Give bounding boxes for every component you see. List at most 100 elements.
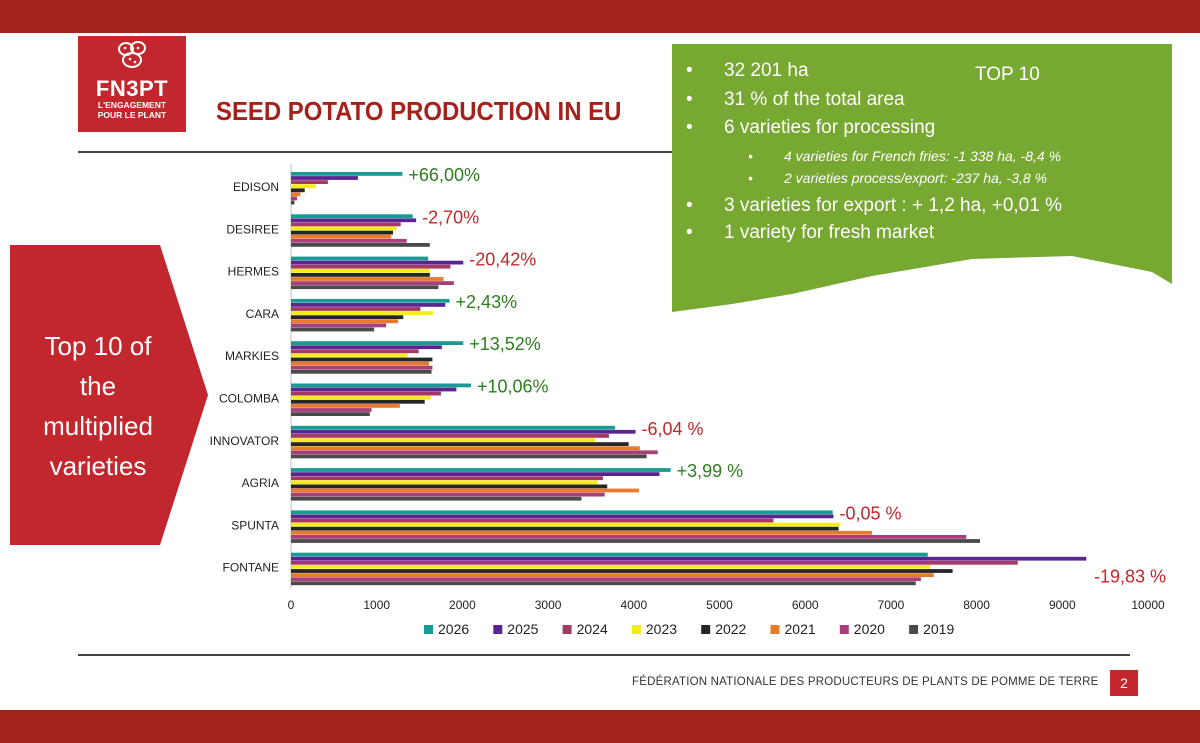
logo: FN3PT L'ENGAGEMENT POUR LE PLANT [78, 36, 186, 132]
bar [291, 450, 658, 455]
bar [291, 188, 305, 193]
bar [291, 369, 432, 374]
bar [291, 556, 1087, 561]
bar-chart: EDISON +66,00% DESIREE -2,70% HERMES -20,42% C… [210, 164, 1166, 637]
bar [291, 357, 433, 362]
bar [291, 285, 439, 290]
bar [291, 361, 429, 366]
bar [291, 425, 615, 430]
x-tick-label: 3000 [535, 598, 562, 612]
bar [291, 281, 454, 285]
bar [291, 476, 603, 481]
bar [291, 552, 928, 557]
legend-swatch [631, 625, 641, 634]
bar [291, 522, 841, 527]
bar [291, 238, 407, 243]
bar [291, 454, 647, 459]
side-arrow-label: Top 10 of the multiplied varieties [18, 326, 178, 486]
x-tick-label: 2000 [449, 598, 476, 612]
x-tick-label: 1000 [363, 598, 390, 612]
bar [291, 345, 442, 350]
info-line-text: 6 varieties for processing [724, 117, 936, 138]
bar [291, 349, 419, 354]
legend-swatch [839, 625, 849, 634]
info-line-text: 4 varieties for French fries: -1 338 ha,… [784, 148, 1062, 164]
category-label: MARKIES [225, 349, 279, 363]
bar [291, 577, 921, 582]
logo-tagline-line-1: L'ENGAGEMENT [97, 100, 167, 110]
change-annotation: -0,05 % [839, 503, 901, 523]
bar [291, 573, 934, 577]
bar [291, 434, 609, 438]
bar [291, 510, 833, 515]
legend-swatch [909, 625, 919, 634]
side-label-line-3: multiplied [43, 411, 153, 441]
category-label: DESIREE [226, 222, 279, 236]
bar [291, 184, 316, 189]
bar [291, 383, 471, 388]
legend-label: 2020 [854, 621, 885, 637]
bar [291, 264, 451, 269]
legend-label: 2021 [785, 621, 816, 637]
side-label-line-2: the [79, 371, 117, 401]
legend-swatch [701, 625, 711, 634]
bar [291, 492, 605, 497]
bar [291, 298, 450, 303]
x-tick-label: 4000 [620, 598, 647, 612]
bar [291, 387, 457, 392]
bar [291, 472, 660, 476]
bar [291, 273, 430, 277]
bullet-icon: • [686, 222, 693, 243]
x-tick-label: 9000 [1049, 598, 1076, 612]
category-label: COLOMBA [219, 392, 279, 406]
legend-swatch [562, 625, 572, 634]
bar [291, 438, 596, 442]
bar [291, 180, 328, 184]
bar [291, 514, 834, 519]
legend-label: 2025 [507, 621, 538, 637]
category-label: SPUNTA [231, 518, 279, 532]
header-divider [78, 151, 1130, 153]
legend-label: 2026 [438, 621, 469, 637]
bar [291, 569, 953, 573]
x-tick-label: 7000 [878, 598, 905, 612]
change-annotation: +66,00% [408, 165, 480, 185]
logo-tagline-line-2: POUR LE PLANT [97, 110, 167, 120]
category-label: INNOVATOR [210, 434, 280, 448]
bar [291, 496, 582, 501]
bar [291, 234, 392, 239]
bar [291, 315, 404, 320]
category-label: EDISON [233, 180, 279, 194]
bar [291, 243, 430, 247]
bar [291, 480, 598, 485]
change-annotation: -19,83 % [1094, 567, 1166, 587]
legend-label: 2023 [646, 621, 677, 637]
bar [291, 446, 640, 451]
bar [291, 192, 301, 197]
bar [291, 222, 401, 227]
legend-swatch [770, 625, 780, 634]
bullet-icon: • [686, 117, 693, 138]
bar [291, 307, 421, 311]
change-annotation: -20,42% [469, 250, 536, 270]
category-label: AGRIA [242, 476, 279, 490]
bar [291, 488, 639, 493]
bar [291, 303, 446, 307]
bar [291, 172, 403, 176]
change-annotation: -6,04 % [642, 419, 704, 439]
change-annotation: -2,70% [422, 207, 479, 227]
bar [291, 518, 774, 523]
bar [291, 391, 441, 396]
bar [291, 311, 434, 315]
bar [291, 176, 358, 180]
footer-divider [78, 654, 1130, 656]
category-label: HERMES [228, 265, 279, 279]
change-annotation: +3,99 % [677, 461, 744, 481]
x-tick-label: 0 [288, 598, 295, 612]
bar [291, 484, 608, 489]
bar [291, 365, 433, 370]
bar [291, 442, 629, 446]
bar [291, 353, 408, 358]
bar [291, 230, 393, 235]
page-number: 2 [1110, 670, 1138, 696]
